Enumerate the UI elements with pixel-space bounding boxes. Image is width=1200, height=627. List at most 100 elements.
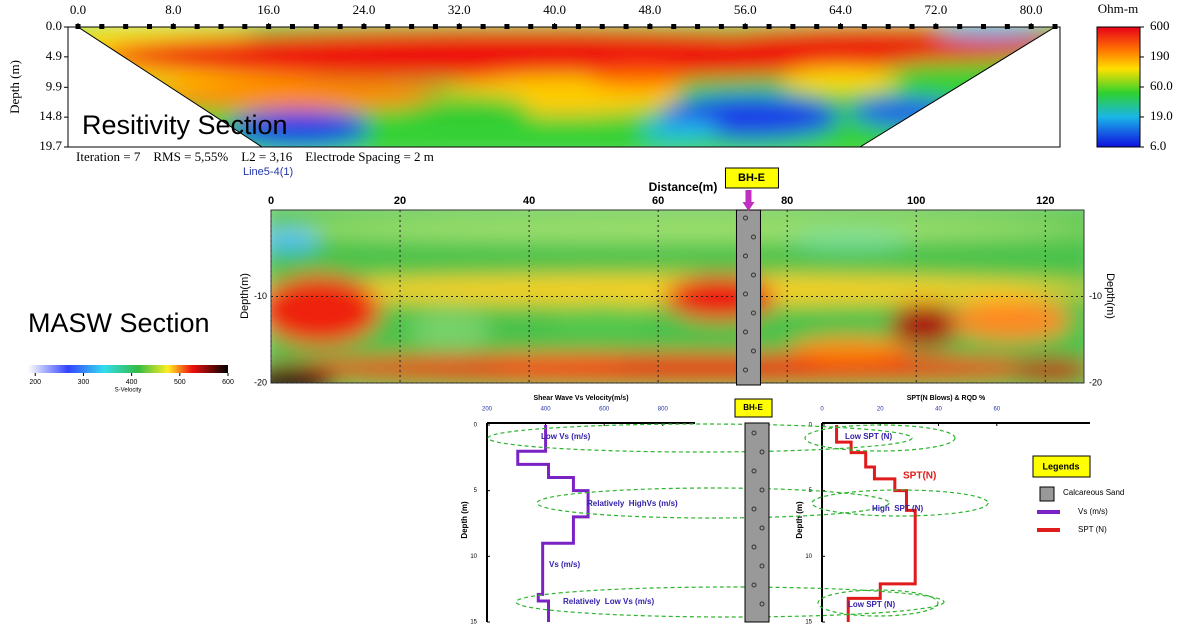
- borehole-symbol: [759, 449, 765, 455]
- x-tick-label: 120: [1036, 195, 1054, 207]
- borehole-symbol: [759, 525, 765, 531]
- borehole-column: [744, 422, 770, 623]
- electrode: [671, 24, 677, 29]
- borehole-symbol: [742, 367, 748, 373]
- y-tick-label: 15: [470, 620, 477, 626]
- highlight-ellipse: [487, 423, 913, 453]
- x-tick-label: 60: [993, 407, 1000, 413]
- profile-line: [835, 425, 917, 622]
- x-tick-label: 32.0: [448, 2, 471, 17]
- y-axis-label: Depth (m): [795, 501, 804, 539]
- profile-line: [516, 425, 590, 622]
- borehole-column: [735, 209, 761, 386]
- x-tick-label: 72.0: [924, 2, 947, 17]
- electrode: [909, 24, 915, 29]
- highlight-ellipse: [811, 489, 989, 517]
- borehole-symbol: [742, 291, 748, 297]
- resistivity-image: [78, 27, 1055, 147]
- borehole-symbol: [751, 582, 757, 588]
- electrode: [194, 24, 200, 29]
- legend-swatch: [1039, 486, 1055, 502]
- x-tick-label: 24.0: [353, 2, 376, 17]
- masw-image: [271, 210, 1084, 383]
- annotation: Low SPT (N): [848, 600, 895, 609]
- x-tick-label: 80.0: [1020, 2, 1043, 17]
- annotation: Vs (m/s): [549, 560, 580, 569]
- x-tick-label: 20: [394, 195, 406, 207]
- borehole-symbol: [742, 329, 748, 335]
- legend-title-box: [1032, 455, 1091, 478]
- blob: [271, 367, 335, 383]
- x-tick-label: 48.0: [639, 2, 662, 17]
- chart-title: SPT(N Blows) & RQD %: [907, 395, 986, 402]
- electrode: [814, 24, 820, 29]
- blob: [890, 303, 960, 347]
- colorbar-label: 600: [222, 379, 234, 386]
- x-tick-label: 56.0: [734, 2, 757, 17]
- x-tick-label: 60: [652, 195, 664, 207]
- chart-title: Shear Wave Vs Velocity(m/s): [533, 395, 628, 402]
- borehole-arrow: [745, 190, 752, 202]
- annotation: SPT(N): [903, 471, 936, 482]
- blob: [950, 300, 1070, 340]
- electrode: [480, 24, 486, 29]
- x-tick-label: 0.0: [70, 2, 86, 17]
- legend-label: SPT (N): [1078, 525, 1107, 534]
- y-tick-label: 5: [809, 488, 813, 494]
- annotation: Relatively HighVs (m/s): [587, 499, 678, 508]
- borehole-symbol: [759, 563, 765, 569]
- electrode: [337, 24, 343, 29]
- legend-label: Vs (m/s): [1078, 507, 1108, 516]
- footer: Iteration = 7 RMS = 5,55% L2 = 3,16 Elec…: [76, 149, 434, 164]
- colorbar-label: 6.0: [1150, 138, 1166, 153]
- section-label: MASW Section: [28, 308, 210, 338]
- electrode: [409, 24, 415, 29]
- x-tick-label: 8.0: [165, 2, 181, 17]
- borehole-symbol: [751, 544, 757, 550]
- y-axis-label: Depth (m): [460, 501, 469, 539]
- x-tick-label: 0: [820, 407, 824, 413]
- electrode: [766, 24, 772, 29]
- electrode: [123, 24, 129, 29]
- blob: [935, 27, 1045, 38]
- borehole-symbol: [750, 234, 756, 240]
- y-tick-label: 5: [474, 488, 478, 494]
- annotation: Low Vs (m/s): [541, 432, 591, 441]
- x-tick-label: 100: [907, 195, 925, 207]
- electrode: [218, 24, 224, 29]
- blob: [271, 275, 380, 345]
- electrode: [146, 24, 152, 29]
- colorbar-unit: S-Velocity: [115, 388, 142, 394]
- borehole-symbol: [750, 272, 756, 278]
- blob: [490, 355, 630, 375]
- x-tick-label: 200: [482, 407, 493, 413]
- borehole-label: BH-E: [738, 172, 765, 184]
- x-tick-label: 40: [935, 407, 942, 413]
- y-tick-label: 19.7: [39, 138, 62, 153]
- colorbar-label: 190: [1150, 48, 1170, 63]
- colorbar-label: 200: [29, 379, 41, 386]
- colorbar-label: 300: [78, 379, 90, 386]
- electrode: [695, 24, 701, 29]
- line-name: Line5-4(1): [243, 166, 293, 178]
- blob: [550, 302, 650, 338]
- electrode: [432, 24, 438, 29]
- x-tick-label: 16.0: [257, 2, 280, 17]
- y-tick-label: 9.9: [46, 78, 62, 93]
- highlight-ellipse: [804, 424, 956, 452]
- borehole-symbol: [742, 215, 748, 221]
- masw-blobs: [271, 210, 1084, 383]
- electrode: [242, 24, 248, 29]
- blob: [780, 68, 900, 92]
- highlight-ellipse: [536, 487, 890, 519]
- borehole-tag: [724, 167, 779, 189]
- y-tick-label: -20: [254, 377, 267, 387]
- section-label: Resitivity Section: [82, 110, 288, 140]
- electrode: [861, 24, 867, 29]
- electrode: [289, 24, 295, 29]
- y-tick-label: 0: [474, 423, 478, 429]
- x-tick-label: 600: [599, 407, 610, 413]
- colorbar: [28, 365, 228, 373]
